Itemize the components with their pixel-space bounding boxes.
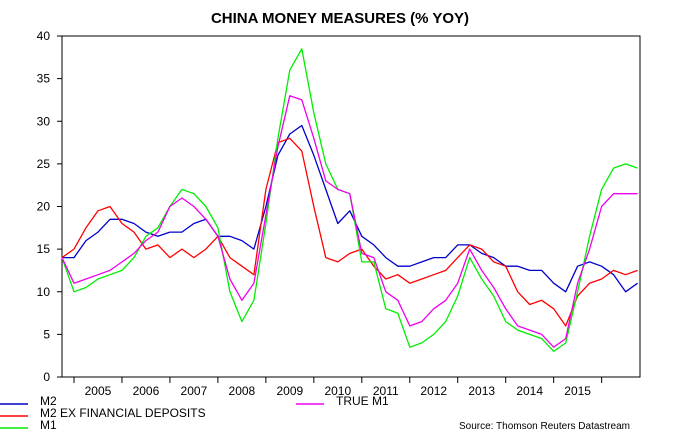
- y-tick-label: 35: [37, 72, 51, 86]
- series-line: [61, 48, 638, 353]
- y-tick-label: 5: [43, 327, 50, 341]
- series-line: [61, 95, 638, 348]
- y-tick-label: 15: [37, 242, 51, 256]
- x-tick-label: 2010: [324, 384, 351, 398]
- y-axis: 0 5 10 15 20 25 30 35 40: [37, 29, 62, 384]
- legend-label: M2: [40, 394, 57, 408]
- plot-area: [61, 35, 641, 378]
- x-tick-label: 2008: [229, 384, 256, 398]
- y-tick-label: 20: [37, 200, 51, 214]
- x-tick-label: 2013: [468, 384, 495, 398]
- chart-title: CHINA MONEY MEASURES (% YOY): [211, 10, 469, 27]
- y-tick-label: 0: [43, 370, 50, 384]
- x-tick-label: 2009: [276, 384, 303, 398]
- series-line: [61, 137, 638, 327]
- y-tick-label: 10: [37, 285, 51, 299]
- y-tick-label: 25: [37, 157, 51, 171]
- y-tick-label: 40: [37, 29, 51, 43]
- legend-label: TRUE M1: [336, 394, 389, 408]
- x-tick-label: 2006: [133, 384, 160, 398]
- legend-label: M1: [40, 418, 57, 432]
- x-tick-label: 2011: [373, 384, 399, 398]
- x-tick-label: 2015: [564, 384, 591, 398]
- y-tick-label: 30: [37, 114, 51, 128]
- x-tick-label: 2005: [85, 384, 112, 398]
- x-tick-label: 2014: [516, 384, 543, 398]
- series-lines: [61, 48, 638, 353]
- x-tick-label: 2007: [181, 384, 208, 398]
- x-tick-label: 2012: [420, 384, 447, 398]
- series-line: [62, 124, 638, 293]
- legend-label: M2 EX FINANCIAL DEPOSITS: [40, 406, 206, 420]
- x-axis: 2005 2006 2007 2008 2009 2010 2011 2012 2013 2014…: [73, 377, 603, 398]
- source-note: Source: Thomson Reuters Datastream: [459, 421, 630, 432]
